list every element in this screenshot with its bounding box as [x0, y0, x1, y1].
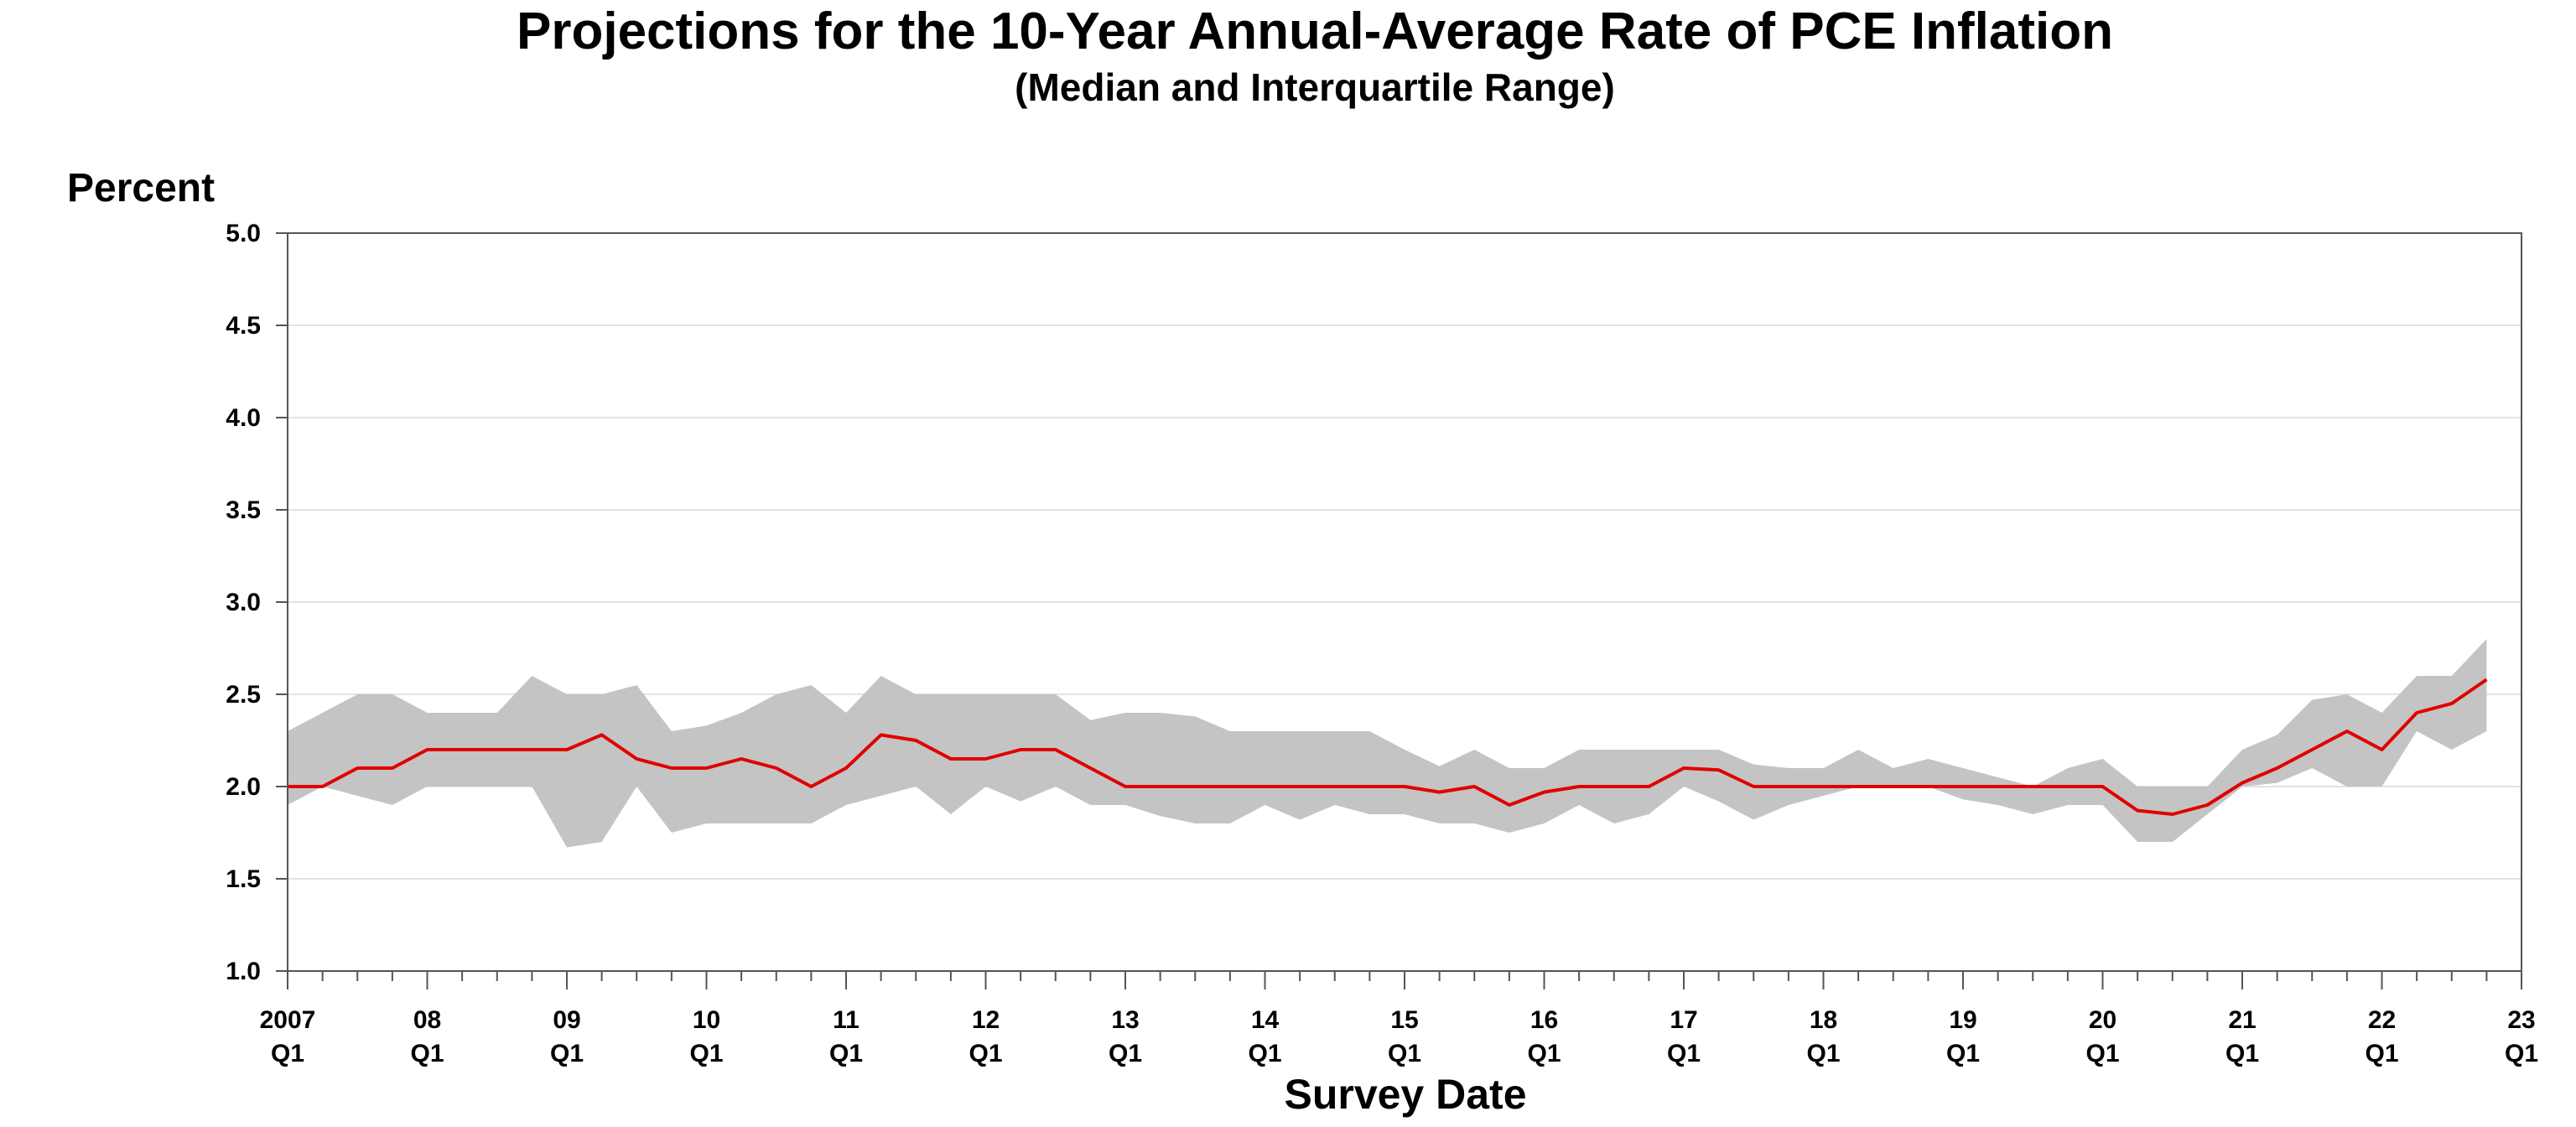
axes: [276, 232, 2522, 989]
y-tick-label: 2.5: [226, 681, 261, 709]
x-tick-label-quarter: Q1: [1946, 1040, 1980, 1067]
chart-title: Projections for the 10-Year Annual-Avera…: [517, 3, 2113, 60]
y-tick-label: 1.5: [226, 865, 261, 893]
gridlines: [288, 232, 2521, 972]
y-tick-label: 3.0: [226, 589, 261, 616]
x-tick-label-year: 22: [2368, 1006, 2396, 1034]
x-tick-label-year: 08: [413, 1006, 441, 1034]
x-tick-label-quarter: Q1: [2225, 1040, 2259, 1067]
x-tick-label-quarter: Q1: [2365, 1040, 2398, 1067]
y-axis-label: Percent: [67, 166, 215, 210]
median-line: [288, 678, 2488, 816]
x-tick-label-quarter: Q1: [1109, 1040, 1142, 1067]
y-tick-label: 2.0: [226, 773, 261, 801]
x-tick-label-quarter: Q1: [1388, 1040, 1421, 1067]
y-tick-label: 1.0: [226, 958, 261, 985]
y-tick-labels: 1.0 1.5 2.0 2.5 3.0 3.5 4.0 4.5 5.0: [226, 220, 261, 985]
x-tick-label-year: 13: [1111, 1006, 1139, 1034]
y-tick-label: 3.5: [226, 496, 261, 524]
x-tick-label-year: 12: [972, 1006, 1000, 1034]
x-tick-label-year: 17: [1670, 1006, 1697, 1034]
interquartile-range-area: [288, 639, 2487, 848]
x-tick-label-year: 10: [693, 1006, 720, 1034]
median-series: [288, 678, 2488, 816]
x-axis-label: Survey Date: [1284, 1071, 1526, 1118]
x-tick-label-quarter: Q1: [1806, 1040, 1840, 1067]
x-tick-label-year: 2007: [260, 1006, 316, 1034]
x-tick-label-quarter: Q1: [689, 1040, 723, 1067]
x-tick-label-year: 16: [1530, 1006, 1558, 1034]
x-tick-labels: 2007 Q1 08 Q1 09 Q1 10 Q1 11 Q1 12 Q1 13 Q1 14 Q1 15 Q1 16…: [260, 1006, 2538, 1067]
x-tick-label-quarter: Q1: [969, 1040, 1002, 1067]
x-tick-label-quarter: Q1: [410, 1040, 444, 1067]
x-tick-label-quarter: Q1: [2505, 1040, 2538, 1067]
y-tick-label: 4.5: [226, 312, 261, 340]
x-tick-label-year: 18: [1810, 1006, 1837, 1034]
x-tick-label-quarter: Q1: [1527, 1040, 1561, 1067]
x-tick-label-year: 14: [1251, 1006, 1280, 1034]
y-tick-label: 5.0: [226, 220, 261, 247]
chart-subtitle: (Median and Interquartile Range): [1015, 65, 1615, 109]
x-tick-label-quarter: Q1: [1248, 1040, 1281, 1067]
x-tick-label-quarter: Q1: [829, 1040, 863, 1067]
x-tick-label-year: 20: [2089, 1006, 2116, 1034]
x-tick-label-year: 23: [2507, 1006, 2535, 1034]
x-tick-label-quarter: Q1: [1667, 1040, 1701, 1067]
x-tick-label-year: 09: [553, 1006, 580, 1034]
x-tick-label-quarter: Q1: [550, 1040, 584, 1067]
x-tick-label-year: 11: [833, 1006, 860, 1034]
x-tick-label-year: 19: [1949, 1006, 1976, 1034]
y-tick-label: 4.0: [226, 404, 261, 432]
x-tick-label-quarter: Q1: [2085, 1040, 2119, 1067]
interquartile-range-band: [288, 639, 2487, 848]
x-tick-label-year: 21: [2228, 1006, 2256, 1034]
x-tick-label-year: 15: [1390, 1006, 1418, 1034]
x-tick-label-quarter: Q1: [271, 1040, 304, 1067]
